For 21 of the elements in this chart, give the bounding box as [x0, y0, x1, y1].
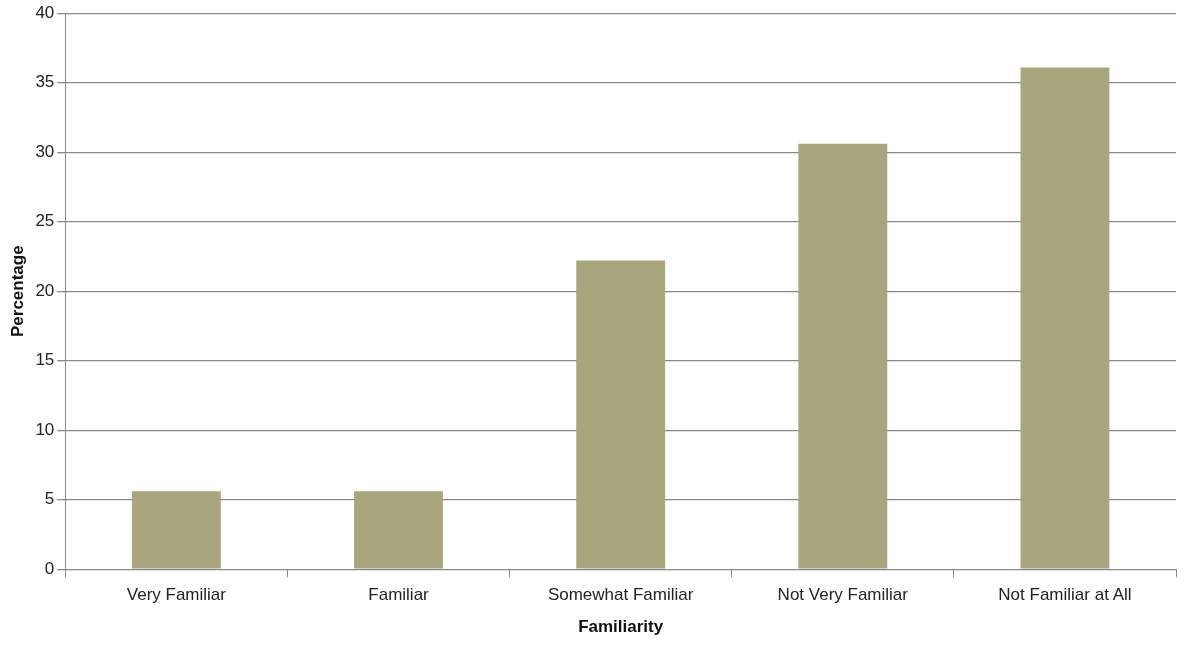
bar — [798, 143, 888, 569]
x-axis-title: Familiarity — [578, 617, 664, 637]
y-tick-label: 30 — [35, 141, 55, 161]
x-tick-label: Not Familiar at All — [998, 585, 1132, 605]
x-tick-label: Familiar — [368, 585, 430, 605]
y-tick-label: 0 — [44, 558, 55, 578]
y-tick-label: 15 — [35, 350, 55, 370]
y-axis-title: Percentage — [7, 245, 27, 338]
y-tick-label: 10 — [35, 419, 55, 439]
y-tick-label: 5 — [44, 489, 55, 509]
y-tick-label: 35 — [35, 72, 55, 92]
y-tick-label: 20 — [35, 280, 55, 300]
bar — [354, 491, 443, 569]
x-tick-label: Somewhat Familiar — [547, 585, 694, 605]
bar — [131, 491, 221, 569]
x-tick-label: Not Very Familiar — [777, 585, 909, 605]
x-tick-label: Very Familiar — [126, 585, 227, 605]
bar — [576, 260, 666, 569]
bar — [1020, 67, 1110, 569]
y-tick-label: 40 — [35, 2, 55, 22]
y-tick-label: 25 — [35, 211, 55, 231]
